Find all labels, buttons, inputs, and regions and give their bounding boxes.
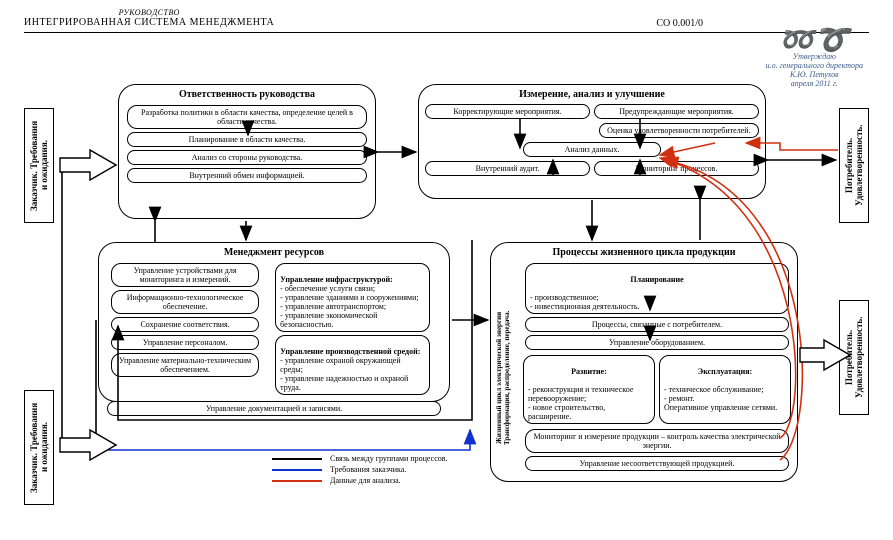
approval-line: апреля 2011 г. [766, 79, 863, 88]
box: Сохранение соответствия. [111, 317, 259, 332]
box: Управление устройствами для мониторинга … [111, 263, 259, 287]
box: Мониторинг и измерение продукции – контр… [525, 429, 789, 453]
box: Управление оборудованием. [525, 335, 789, 350]
header: РУКОВОДСТВО ИНТЕГРИРОВАННАЯ СИСТЕМА МЕНЕ… [24, 8, 274, 28]
box-footer: Управление документацией и записями. [107, 401, 441, 416]
box-subtitle: Управление производственной средой: [280, 347, 420, 356]
legend-label: Требования заказчика. [330, 465, 406, 474]
box: Планирование в области качества. [127, 132, 367, 147]
group-title: Измерение, анализ и улучшение [419, 85, 765, 102]
box: Разработка политики в области качества, … [127, 105, 367, 129]
box: Процессы, связанные с потребителем. [525, 317, 789, 332]
box: Оценка удовлетворенности потребителей. [599, 123, 759, 138]
box: Развитие: - реконструкция и техническое … [523, 355, 655, 424]
signature-icon: ➿➰ [766, 30, 863, 52]
box-subtitle: Управление инфраструктурой: [280, 275, 393, 284]
group-title: Ответственность руководства [119, 85, 375, 102]
box: Внутренний обмен информацией. [127, 168, 367, 183]
approval-block: ➿➰ Утверждаю и.о. генерального директора… [766, 30, 863, 88]
box: Мониторинг процессов. [594, 161, 759, 176]
box: Предупреждающие мероприятия. [594, 104, 759, 119]
header-code: СО 0.001/0 [656, 18, 703, 29]
group-lifecycle: Процессы жизненного цикла продукции Жизн… [490, 242, 798, 482]
box: Управление производственной средой: - уп… [275, 335, 430, 395]
box-body: - управление охраной окружающей среды; -… [280, 356, 408, 392]
box: Управление инфраструктурой: - обеспечени… [275, 263, 430, 332]
side-consumer-bottom: Потребитель. Удовлетворенность. [839, 300, 869, 415]
side-consumer-top: Потребитель. Удовлетворенность. [839, 108, 869, 223]
group-resources: Менеджмент ресурсов Управление устройств… [98, 242, 450, 402]
legend-row: Данные для анализа. [272, 476, 448, 485]
box: Управление материально-техническим обесп… [111, 353, 259, 377]
box: Эксплуатация: - техническое обслуживание… [659, 355, 791, 424]
approval-line: К.Ю. Петухов [766, 70, 863, 79]
side-customer-top: Заказчик. Требования и ожидания. [24, 108, 54, 223]
group-responsibility: Ответственность руководства Разработка п… [118, 84, 376, 219]
group-title: Процессы жизненного цикла продукции [491, 243, 797, 260]
side-text: Жизненный цикл электрической энергии Тра… [495, 283, 511, 473]
legend-swatch [272, 480, 322, 482]
header-rule [24, 32, 869, 33]
side-customer-bottom: Заказчик. Требования и ожидания. [24, 390, 54, 505]
group-measurement: Измерение, анализ и улучшение Корректиру… [418, 84, 766, 199]
box-body: - производственное; - инвестиционная дея… [530, 293, 640, 311]
box: Информационно-технологическое обеспечени… [111, 290, 259, 314]
box: Управление несоответствующей продукцией. [525, 456, 789, 471]
box-subtitle: Развитие: [571, 367, 607, 376]
box: Корректирующие мероприятия. [425, 104, 590, 119]
header-title: ИНТЕГРИРОВАННАЯ СИСТЕМА МЕНЕДЖМЕНТА [24, 17, 274, 28]
group-title: Менеджмент ресурсов [99, 243, 449, 260]
box-subtitle: Эксплуатация: [698, 367, 752, 376]
box: Анализ со стороны руководства. [127, 150, 367, 165]
legend-row: Требования заказчика. [272, 465, 448, 474]
legend-label: Данные для анализа. [330, 476, 401, 485]
box-subtitle: Планирование [630, 275, 683, 284]
legend-label: Связь между группами процессов. [330, 454, 448, 463]
box: Управление персоналом. [111, 335, 259, 350]
header-sup: РУКОВОДСТВО [24, 8, 274, 17]
box-body: - техническое обслуживание; - ремонт. Оп… [664, 385, 777, 412]
legend-swatch [272, 458, 322, 460]
box-body: - обеспечение услуги связи; - управление… [280, 284, 418, 329]
legend: Связь между группами процессов. Требован… [272, 452, 448, 487]
approval-line: и.о. генерального директора [766, 61, 863, 70]
legend-row: Связь между группами процессов. [272, 454, 448, 463]
legend-swatch [272, 469, 322, 471]
box-body: - реконструкция и техническое перевооруж… [528, 385, 633, 421]
box-analysis: Анализ данных. [523, 142, 661, 157]
box: Планирование - производственное; - инвес… [525, 263, 789, 314]
box: Внутренний аудит. [425, 161, 590, 176]
